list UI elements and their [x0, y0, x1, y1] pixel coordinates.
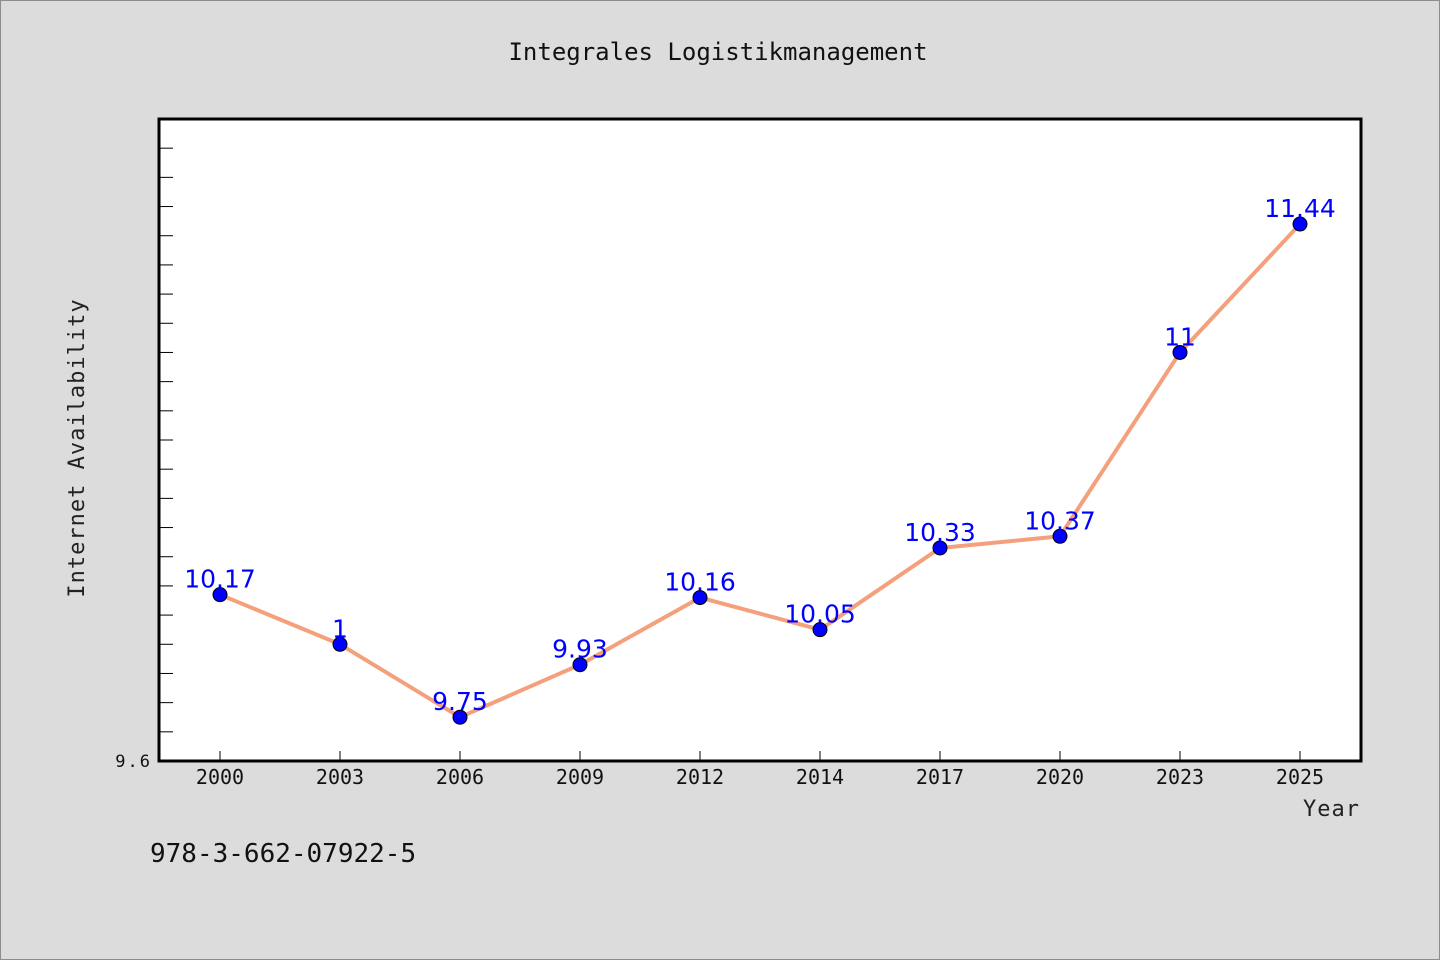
data-label: 10.05 [784, 600, 856, 629]
x-tick-label: 2000 [196, 765, 244, 789]
data-label: 9.93 [552, 635, 608, 664]
x-tick-label: 2017 [916, 765, 964, 789]
x-tick-label: 2003 [316, 765, 364, 789]
data-point [1292, 216, 1308, 232]
plot-area [157, 117, 1363, 763]
data-label: 11.44 [1264, 194, 1336, 223]
data-point [1172, 344, 1188, 360]
data-point [332, 636, 348, 652]
data-label: 10.37 [1024, 506, 1096, 535]
data-label: 10.33 [904, 518, 976, 547]
data-point [572, 657, 588, 673]
data-label: 10.16 [664, 568, 736, 597]
y-tick-label-min: 9.6 [115, 752, 152, 772]
data-label: 9.75 [432, 687, 488, 716]
x-tick-label: 2020 [1036, 765, 1084, 789]
data-label: 10.17 [184, 565, 256, 594]
data-point [452, 709, 468, 725]
x-tick-label: 2025 [1276, 765, 1324, 789]
chart-title: Integrales Logistikmanagement [508, 38, 927, 66]
isbn-text: 978-3-662-07922-5 [150, 839, 416, 869]
x-tick-label: 2009 [556, 765, 604, 789]
data-point [692, 590, 708, 606]
x-axis-label: Year [1303, 797, 1360, 822]
series-group: 10.17 1 9.75 9.93 10.16 10.05 10.33 10.37 11 11.4… [184, 194, 1336, 725]
data-label: 1 [332, 614, 348, 643]
x-axis-ticks: 2000 2003 2006 2009 2012 2014 2017 2020 2023 2025 [196, 751, 1324, 789]
data-point [812, 622, 828, 638]
x-tick-label: 2023 [1156, 765, 1204, 789]
x-tick-label: 2006 [436, 765, 484, 789]
data-label: 11 [1164, 322, 1196, 351]
y-axis-label: Internet Availability [65, 298, 90, 597]
data-point [212, 587, 228, 603]
data-point [932, 540, 948, 556]
x-tick-label: 2014 [796, 765, 844, 789]
series-line [219, 222, 1302, 720]
data-point [1052, 528, 1068, 544]
x-tick-label: 2012 [676, 765, 724, 789]
y-axis-ticks [159, 147, 173, 733]
